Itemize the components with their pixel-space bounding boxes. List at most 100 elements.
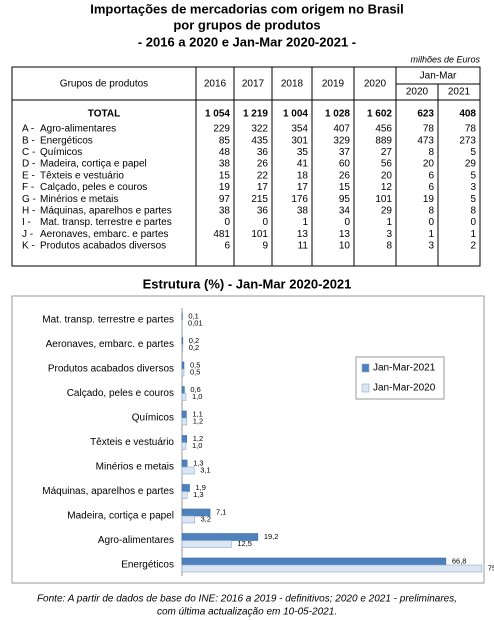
value-label: 0,2 [189,336,199,345]
bar [181,508,211,517]
cell: 0 [470,217,476,228]
cell: 11 [298,241,309,252]
footer: Fonte: A partir de dados de base do INE:… [37,594,457,605]
cell: 481 [213,229,230,240]
row-code: E - [22,170,35,181]
row-label: Produtos acabados diversos [40,241,166,252]
cell: 623 [417,109,434,120]
bar [181,337,184,345]
cell: 5 [470,194,476,205]
category-label: Madeira, cortiça e papel [67,511,174,522]
row-label: Agro-alimentares [40,124,116,135]
value-label: 1,0 [192,441,202,450]
row-code: G - [22,194,36,205]
value-label: 0,5 [190,360,200,369]
row-code: B - [22,135,35,146]
header-year: 2017 [242,79,265,90]
cell: 1 [386,217,392,228]
cell: 26 [257,159,269,170]
value-label: 0,1 [188,311,198,320]
value-label: 0,5 [190,367,200,376]
cell: 95 [339,194,351,205]
row-label: Aeronaves, embarc. e partes [40,229,168,240]
legend-swatch [361,383,370,393]
cell: 26 [339,170,351,181]
value-label: 19,2 [264,532,279,541]
bar [181,459,188,468]
cell: 0 [262,217,268,228]
cell: 6 [428,170,434,181]
cell: 8 [428,147,434,158]
cell: 3 [428,241,434,252]
title-line: por grupos de produtos [173,17,320,32]
cell: 22 [257,170,269,181]
category-label: Químicos [132,413,174,424]
value-label: 3,1 [200,465,210,474]
chart-border [11,295,485,584]
footer: com última actualização em 10-05-2021. [157,607,337,618]
cell: 35 [297,147,309,158]
cell: 29 [381,206,393,217]
bar [181,466,195,475]
header-year: 2020 [406,87,429,98]
legend-label: Jan-Mar-2021 [373,363,436,374]
cell: 41 [297,159,309,170]
cell: 435 [251,135,268,146]
row-label: Mat. transp. terrestre e partes [40,217,172,228]
cell: 301 [291,135,308,146]
cell: 56 [381,159,393,170]
value-label: 0,2 [189,343,199,352]
bar [181,368,185,377]
cell: 48 [219,147,231,158]
value-label: 75,9 [488,563,494,572]
value-label: 1,3 [193,458,203,467]
unit: milhões de Euros [410,54,480,64]
cell: 0 [344,217,350,228]
row-code: D - [22,159,35,170]
category-label: Mat. transp. terrestre e partes [42,315,174,326]
cell: 2 [470,241,476,252]
cell: 407 [333,124,350,135]
cell: 1 028 [325,109,350,120]
row-label: Calçado, peles e couros [40,182,147,193]
cell: 3 [470,182,476,193]
table-border [11,66,481,267]
value-label: 1,9 [196,483,206,492]
row-code: A - [22,124,34,135]
row-code: F - [22,182,34,193]
bar [181,344,184,352]
cell: 215 [251,194,268,205]
cell: 0 [428,217,434,228]
row-label: Têxteis e vestuário [40,170,124,181]
cell: 329 [333,135,350,146]
cell: 19 [219,182,231,193]
cell: 101 [375,194,392,205]
header-year: 2020 [364,79,387,90]
cell: 229 [213,124,230,135]
header-label: Grupos de produtos [60,79,148,90]
header-year: 2018 [281,79,304,90]
cell: 3 [386,229,392,240]
cell: 36 [257,147,269,158]
cell: 38 [219,206,231,217]
legend-box [355,356,445,400]
category-label: Minérios e metais [96,462,174,473]
cell: 354 [291,124,308,135]
cell: 17 [297,182,309,193]
bar [181,540,232,548]
cell: 889 [375,135,392,146]
row-code: K - [22,241,35,252]
bar [181,361,185,370]
value-label: 1,0 [192,392,202,401]
legend-swatch [361,363,370,373]
cell: 13 [339,229,351,240]
row-label: TOTAL [88,109,120,120]
cell: 18 [297,170,309,181]
cell: 19 [423,194,435,205]
cell: 85 [219,135,231,146]
cell: 8 [428,206,434,217]
cell: 27 [381,147,393,158]
legend-label: Jan-Mar-2020 [373,383,436,394]
header-group: Jan-Mar [420,71,457,82]
bar [181,393,187,401]
